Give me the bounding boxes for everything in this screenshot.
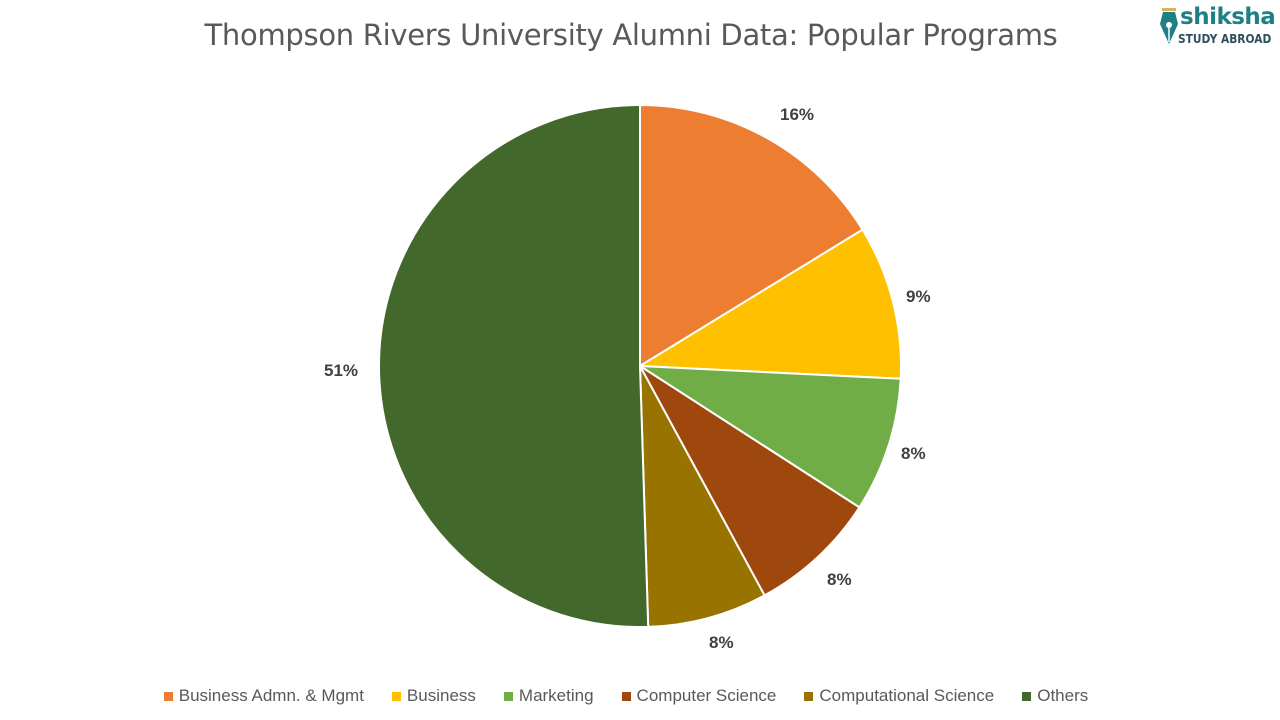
legend-label: Business Admn. & Mgmt [178,686,364,705]
pie-slice-computational-science [639,365,766,628]
legend-item: Marketing [503,686,594,706]
legend-label: Others [1037,686,1089,705]
pie-slice-others [378,103,650,628]
data-label: 8% [827,570,852,589]
legend-item: Business [391,686,476,706]
legend-swatch [621,691,631,701]
legend-label: Computational Science [819,686,995,705]
legend-item: Computer Science [621,686,777,706]
pie-slice-computer-science [639,365,861,597]
legend-item: Others [1022,686,1088,706]
pen-nib-icon [1160,8,1178,44]
data-label: 51% [324,361,359,380]
pie-slice-business [636,228,902,380]
legend-swatch [163,691,173,701]
chart-title: Thompson Rivers University Alumni Data: … [204,18,1058,52]
legend-label: Marketing [518,686,594,705]
logo-tagline: STUDY ABROAD [1178,31,1272,46]
chart-legend: Business Admn. & Mgmt Business Marketing Co… [0,686,1280,706]
data-label: 16% [780,105,815,124]
logo-brand: shiksha [1180,4,1276,30]
legend-label: Computer Science [636,686,777,705]
legend-item: Business Admn. & Mgmt [163,686,364,706]
pie-slice-marketing [636,364,902,509]
legend-swatch [1022,691,1032,701]
data-label: 8% [901,444,926,463]
legend-label: Business [406,686,476,705]
legend-item: Computational Science [804,686,994,706]
legend-swatch [503,691,513,701]
legend-swatch [391,691,401,701]
data-label: 8% [709,633,734,652]
legend-swatch [804,691,814,701]
data-label: 9% [906,287,931,306]
pie-slice-business-admn-mgmt [639,103,864,368]
shiksha-logo: shiksha STUDY ABROAD [1158,4,1276,50]
